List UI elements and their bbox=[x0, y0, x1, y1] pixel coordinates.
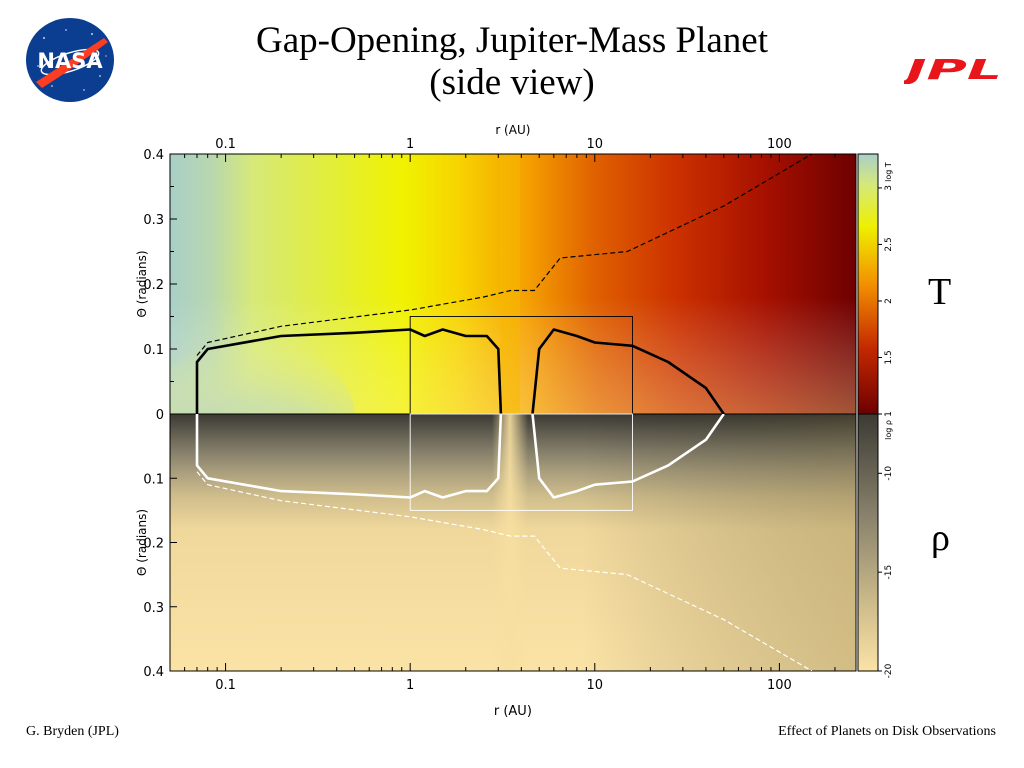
colorbar-temperature-tick-label: 3 bbox=[884, 185, 894, 191]
bottom-x-tick-label: 1 bbox=[406, 678, 414, 693]
density-contour-solid-white-0 bbox=[195, 414, 503, 499]
nasa-logo: NASA bbox=[26, 18, 114, 102]
footer-talk-title: Effect of Planets on Disk Observations bbox=[778, 724, 996, 739]
colorbar-density-tick-label: -15 bbox=[884, 565, 894, 580]
top-x-axis-label: r (AU) bbox=[495, 123, 530, 137]
slide-title: Gap-Opening, Jupiter-Mass Planet (side v… bbox=[180, 20, 844, 104]
title-line-1: Gap-Opening, Jupiter-Mass Planet bbox=[255, 20, 769, 61]
temperature-symbol: T bbox=[928, 271, 952, 313]
bottom-x-tick-label: 0.1 bbox=[215, 678, 236, 693]
density-contour-dashed-white-2 bbox=[196, 471, 813, 671]
density-contour-solid-white-1 bbox=[531, 414, 725, 499]
top-y-axis-label: Θ (radians) bbox=[135, 250, 149, 317]
colorbar-temperature-tick-label: 2.5 bbox=[884, 237, 894, 251]
temperature-contour-dashed-black-2 bbox=[196, 154, 813, 356]
colorbar-temperature-label: log T bbox=[884, 162, 893, 182]
top-y-tick-label: 0 bbox=[156, 408, 164, 423]
bottom-y-tick-label: 0.4 bbox=[143, 665, 164, 680]
footer-author: G. Bryden (JPL) bbox=[26, 724, 119, 739]
top-y-tick-label: 0.2 bbox=[143, 278, 164, 293]
top-y-tick-label: 0.1 bbox=[143, 343, 164, 358]
top-y-tick-label: 0.3 bbox=[143, 213, 164, 228]
colorbar-temperature-tick-label: 1 bbox=[884, 411, 894, 417]
top-x-tick-label: 100 bbox=[767, 137, 792, 152]
jpl-wordmark: JPL bbox=[904, 54, 1002, 84]
bottom-y-tick-label: 0.1 bbox=[143, 472, 164, 487]
colorbar-temperature-tick-label: 1.5 bbox=[884, 350, 894, 364]
top-x-tick-label: 1 bbox=[406, 137, 414, 152]
colorbar-density bbox=[857, 413, 879, 672]
title-line-2: (side view) bbox=[429, 62, 595, 103]
density-symbol: ρ bbox=[931, 517, 950, 559]
temperature-contour-solid-black-1 bbox=[531, 328, 725, 414]
jpl-logo: JPL bbox=[904, 54, 1002, 84]
density-map bbox=[170, 414, 856, 671]
bottom-x-axis-label: r (AU) bbox=[494, 704, 532, 719]
plot-frame bbox=[169, 153, 857, 672]
temperature-map bbox=[170, 154, 856, 414]
colorbar-density-tick-label: -20 bbox=[884, 663, 894, 678]
colorbar-temperature bbox=[857, 153, 879, 415]
temperature-contour-solid-black-0 bbox=[195, 328, 503, 414]
colorbar-density-label: log ρ bbox=[884, 420, 893, 440]
colorbar-density-tick-label: -10 bbox=[884, 466, 894, 481]
bottom-y-tick-label: 0.3 bbox=[143, 601, 164, 616]
nasa-wordmark: NASA bbox=[37, 49, 103, 73]
top-y-tick-label: 0.4 bbox=[143, 148, 164, 163]
top-x-tick-label: 0.1 bbox=[215, 137, 236, 152]
density-zoom-box bbox=[409, 413, 633, 511]
bottom-x-tick-label: 100 bbox=[767, 678, 792, 693]
colorbar-temperature-tick-label: 2 bbox=[884, 298, 894, 304]
bottom-y-axis-label: Θ (radians) bbox=[135, 509, 149, 576]
bottom-x-tick-label: 10 bbox=[587, 678, 604, 693]
top-x-tick-label: 10 bbox=[587, 137, 604, 152]
bottom-y-tick-label: 0.2 bbox=[143, 537, 164, 552]
